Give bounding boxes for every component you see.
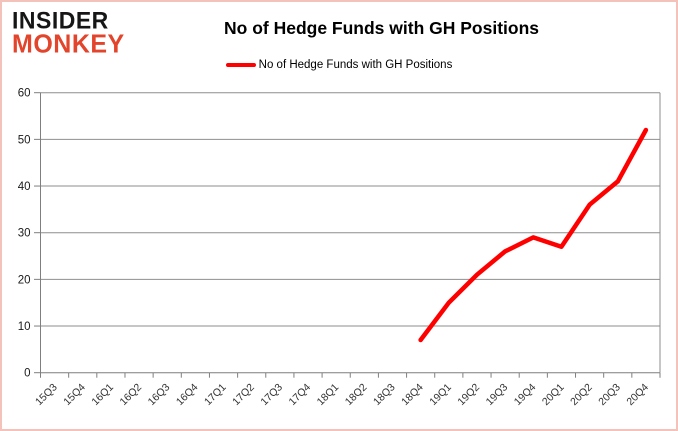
x-axis-label: 20Q1 bbox=[540, 381, 567, 408]
x-axis-label: 18Q3 bbox=[371, 381, 398, 408]
x-axis-label: 16Q1 bbox=[89, 381, 116, 408]
x-axis-label: 17Q3 bbox=[258, 381, 285, 408]
x-axis-label: 16Q3 bbox=[146, 381, 173, 408]
x-axis-label: 19Q4 bbox=[512, 381, 539, 408]
legend-line-swatch bbox=[225, 63, 256, 67]
legend: No of Hedge Funds with GH Positions bbox=[2, 59, 676, 71]
y-axis-label: 30 bbox=[18, 228, 31, 240]
series-line bbox=[418, 127, 649, 343]
y-axis-label: 20 bbox=[18, 274, 31, 286]
x-axis-label: 19Q2 bbox=[455, 381, 482, 408]
logo-line-insider: INSIDER bbox=[12, 6, 109, 34]
logo-line-monkey: MONKEY bbox=[12, 28, 125, 59]
y-axis-label: 60 bbox=[18, 88, 31, 100]
x-axis-label: 18Q1 bbox=[315, 381, 342, 408]
x-axis-label: 17Q1 bbox=[202, 381, 229, 408]
y-axis-label: 0 bbox=[24, 368, 30, 380]
legend-label: No of Hedge Funds with GH Positions bbox=[258, 59, 453, 71]
x-axis-label: 19Q3 bbox=[484, 381, 511, 408]
y-axis-label: 50 bbox=[18, 134, 31, 146]
x-axis-label: 16Q2 bbox=[118, 381, 145, 408]
x-axis-label: 17Q2 bbox=[230, 381, 257, 408]
x-axis-label: 20Q3 bbox=[596, 381, 623, 408]
insider-monkey-logo: INSIDER MONKEY bbox=[12, 6, 142, 59]
x-axis-label: 18Q4 bbox=[399, 381, 426, 408]
x-axis-label: 20Q2 bbox=[568, 381, 595, 408]
x-axis-label: 15Q4 bbox=[61, 381, 88, 408]
x-axis-label: 16Q4 bbox=[174, 381, 201, 408]
y-axis-label: 10 bbox=[18, 321, 31, 333]
x-axis-label: 17Q4 bbox=[286, 381, 313, 408]
y-axis-label: 40 bbox=[18, 181, 31, 193]
x-axis-label: 15Q3 bbox=[33, 381, 60, 408]
x-axis-label: 18Q2 bbox=[343, 381, 370, 408]
chart-title: No of Hedge Funds with GH Positions bbox=[224, 18, 539, 38]
x-axis-label: 20Q4 bbox=[624, 381, 651, 408]
x-axis-label: 19Q1 bbox=[427, 381, 454, 408]
